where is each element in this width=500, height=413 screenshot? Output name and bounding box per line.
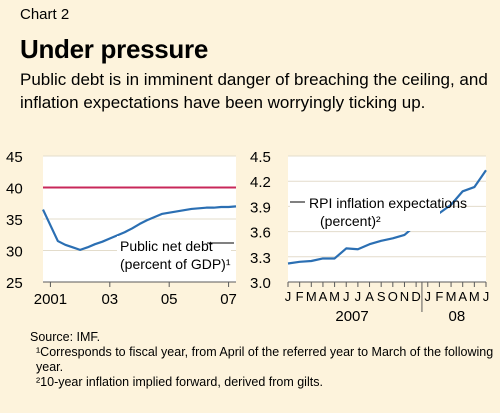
x-tick-label: J: [483, 289, 490, 304]
x-tick-label: A: [365, 289, 374, 304]
inflation-expectations-line: [287, 169, 487, 265]
y-tick-label: 40: [6, 181, 23, 198]
x-tick-label: M: [329, 289, 340, 304]
x-tick-label: 05: [161, 291, 178, 308]
x-tick-label: A: [319, 289, 328, 304]
x-tick-label: O: [388, 289, 398, 304]
x-tick-label: J: [355, 289, 362, 304]
y-tick-label: 4.5: [250, 149, 271, 166]
inflation-expectations-chart: 3.03.33.63.94.24.5J F M A M J J A S O N D J F M A M J2007…: [250, 149, 489, 324]
annotation-background: [117, 236, 231, 274]
annotation-background: [290, 193, 440, 231]
public-debt-chart: 25 30 35 40 45 2001 03 05 07 Public net debt (perc…: [6, 149, 237, 308]
x-tick-label: 2001: [34, 291, 67, 308]
x-tick-label: M: [469, 289, 480, 304]
chart-subtitle: Public debt is in imminent danger of bre…: [20, 70, 488, 112]
chart-number: Chart 2: [20, 6, 70, 23]
series-label: (percent)²: [320, 213, 381, 229]
source-line: Source: IMF.: [30, 330, 101, 344]
year-label: 2007: [335, 308, 368, 324]
y-tick-label: 3.3: [250, 250, 271, 267]
x-tick-label: D: [411, 289, 420, 304]
x-tick-label: J: [425, 289, 432, 304]
x-tick-label: M: [306, 289, 317, 304]
series-label: (percent of GDP)¹: [120, 256, 231, 272]
x-tick-label: J: [343, 289, 350, 304]
series-label: RPI inflation expectations: [309, 195, 467, 211]
public-debt-line: [42, 205, 237, 251]
x-tick-label: N: [400, 289, 409, 304]
y-tick-label: 25: [6, 275, 23, 292]
y-tick-label: 3.6: [250, 225, 271, 242]
x-tick-label: F: [435, 289, 443, 304]
x-tick-label: 03: [101, 291, 118, 308]
chart-title: Under pressure: [20, 34, 208, 64]
y-tick-label: 30: [6, 244, 23, 261]
x-tick-label: 07: [220, 291, 237, 308]
series-label: Public net debt: [120, 238, 213, 254]
y-tick-label: 3.0: [250, 275, 271, 292]
y-tick-label: 35: [6, 212, 23, 229]
x-tick-label: A: [458, 289, 467, 304]
x-tick-label: M: [446, 289, 457, 304]
x-tick-label: S: [377, 289, 386, 304]
footnote-1: ¹Corresponds to fiscal year, from April …: [36, 345, 494, 374]
footnote-2: ²10-year inflation implied forward, deri…: [36, 375, 323, 389]
x-tick-label: J: [285, 289, 292, 304]
y-tick-label: 45: [6, 149, 23, 166]
charts-area: 25 30 35 40 45 2001 03 05 07 Public net debt (perc…: [6, 149, 489, 324]
x-tick-label: F: [296, 289, 304, 304]
source-notes: Source: IMF. ¹Corresponds to fiscal year…: [30, 330, 495, 390]
y-tick-label: 3.9: [250, 199, 271, 216]
y-tick-label: 4.2: [250, 174, 271, 191]
year-label: 08: [449, 308, 466, 324]
